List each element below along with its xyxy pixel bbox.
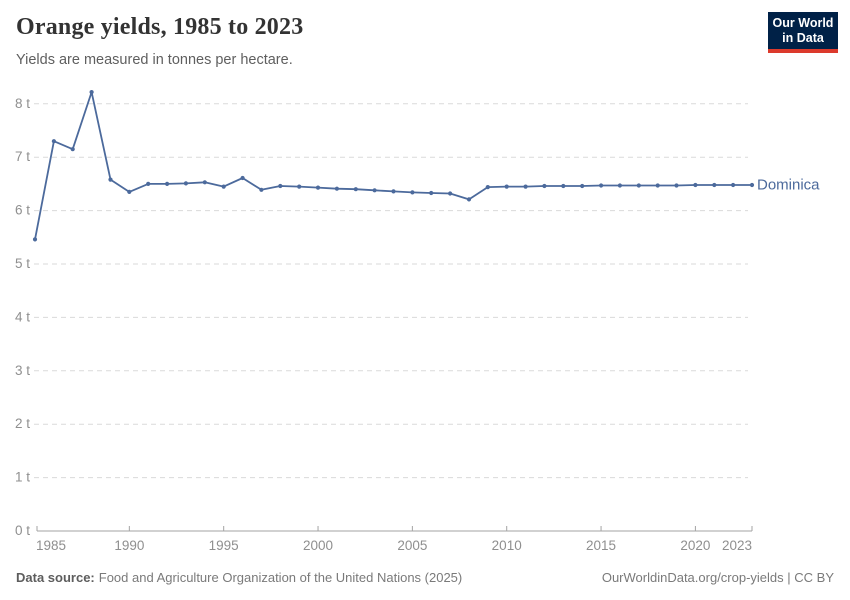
logo-line-2: in Data bbox=[782, 31, 824, 45]
data-point bbox=[89, 90, 94, 95]
data-point bbox=[617, 183, 623, 188]
y-axis-tick-label: 3 t bbox=[15, 363, 30, 378]
data-point bbox=[655, 183, 660, 188]
data-point bbox=[466, 197, 472, 202]
data-point bbox=[259, 187, 264, 192]
data-point bbox=[221, 184, 226, 189]
data-point bbox=[599, 183, 604, 188]
owid-logo[interactable]: Our World in Data bbox=[768, 12, 838, 53]
y-axis-tick-label: 1 t bbox=[15, 470, 30, 485]
y-axis-tick-label: 0 t bbox=[15, 523, 30, 538]
footer-link[interactable]: OurWorldinData.org/crop-yields | CC BY bbox=[601, 570, 834, 585]
y-axis-tick-label: 4 t bbox=[15, 309, 30, 324]
data-point bbox=[731, 182, 736, 188]
data-point bbox=[353, 187, 358, 192]
data-point bbox=[485, 185, 490, 190]
data-point bbox=[108, 177, 113, 182]
logo-line-1: Our World bbox=[772, 16, 834, 30]
page-title: Orange yields, 1985 to 2023 bbox=[16, 14, 304, 40]
y-axis-tick-label: 5 t bbox=[15, 256, 30, 271]
entity-label-dominica[interactable]: Dominica bbox=[757, 176, 820, 193]
data-point bbox=[749, 182, 755, 188]
data-source: Data source: Food and Agriculture Organiz… bbox=[16, 570, 462, 585]
data-source-text: Food and Agriculture Organization of the… bbox=[98, 570, 463, 585]
data-point bbox=[693, 182, 698, 188]
data-point bbox=[410, 190, 415, 195]
y-axis-tick-label: 7 t bbox=[15, 149, 30, 164]
data-point bbox=[240, 175, 245, 181]
data-point bbox=[70, 147, 75, 152]
data-point bbox=[561, 183, 566, 189]
data-source-label: Data source: bbox=[16, 570, 95, 585]
x-axis-tick-label: 2005 bbox=[397, 538, 427, 553]
x-axis-tick-label: 1985 bbox=[36, 538, 66, 553]
data-point bbox=[127, 189, 132, 194]
data-point bbox=[674, 183, 679, 188]
data-point bbox=[448, 191, 453, 196]
data-point bbox=[542, 183, 547, 189]
data-point bbox=[580, 183, 585, 189]
data-point bbox=[712, 182, 717, 188]
data-point bbox=[504, 184, 509, 189]
series-dominica[interactable] bbox=[32, 90, 755, 242]
data-point bbox=[636, 183, 641, 188]
data-point bbox=[183, 181, 188, 186]
data-point bbox=[165, 181, 170, 186]
chart-footer: Data source: Food and Agriculture Organiz… bbox=[16, 570, 834, 585]
x-axis-tick-label: 2020 bbox=[680, 538, 710, 553]
y-axis-tick-label: 2 t bbox=[15, 416, 30, 431]
data-point bbox=[391, 189, 396, 194]
data-point bbox=[202, 180, 207, 185]
data-point bbox=[523, 184, 528, 189]
data-point bbox=[146, 181, 151, 186]
data-point bbox=[372, 188, 377, 193]
data-point bbox=[278, 183, 283, 189]
data-point bbox=[429, 190, 434, 196]
y-axis-tick-label: 6 t bbox=[15, 203, 30, 218]
data-point bbox=[51, 139, 57, 144]
x-axis-tick-label: 1990 bbox=[114, 538, 144, 553]
data-point bbox=[32, 237, 38, 242]
x-axis-tick-label: 2000 bbox=[303, 538, 333, 553]
data-point bbox=[315, 185, 321, 190]
series-line[interactable] bbox=[34, 91, 753, 241]
x-axis-tick-label: 2023 bbox=[722, 538, 752, 553]
data-point bbox=[297, 184, 302, 189]
x-axis-tick-label: 2010 bbox=[492, 538, 522, 553]
x-axis-tick-label: 2015 bbox=[586, 538, 616, 553]
y-axis-tick-label: 8 t bbox=[15, 96, 30, 111]
x-axis-tick-label: 1995 bbox=[209, 538, 239, 553]
data-point bbox=[334, 186, 339, 191]
chart-subtitle: Yields are measured in tonnes per hectar… bbox=[16, 52, 293, 68]
